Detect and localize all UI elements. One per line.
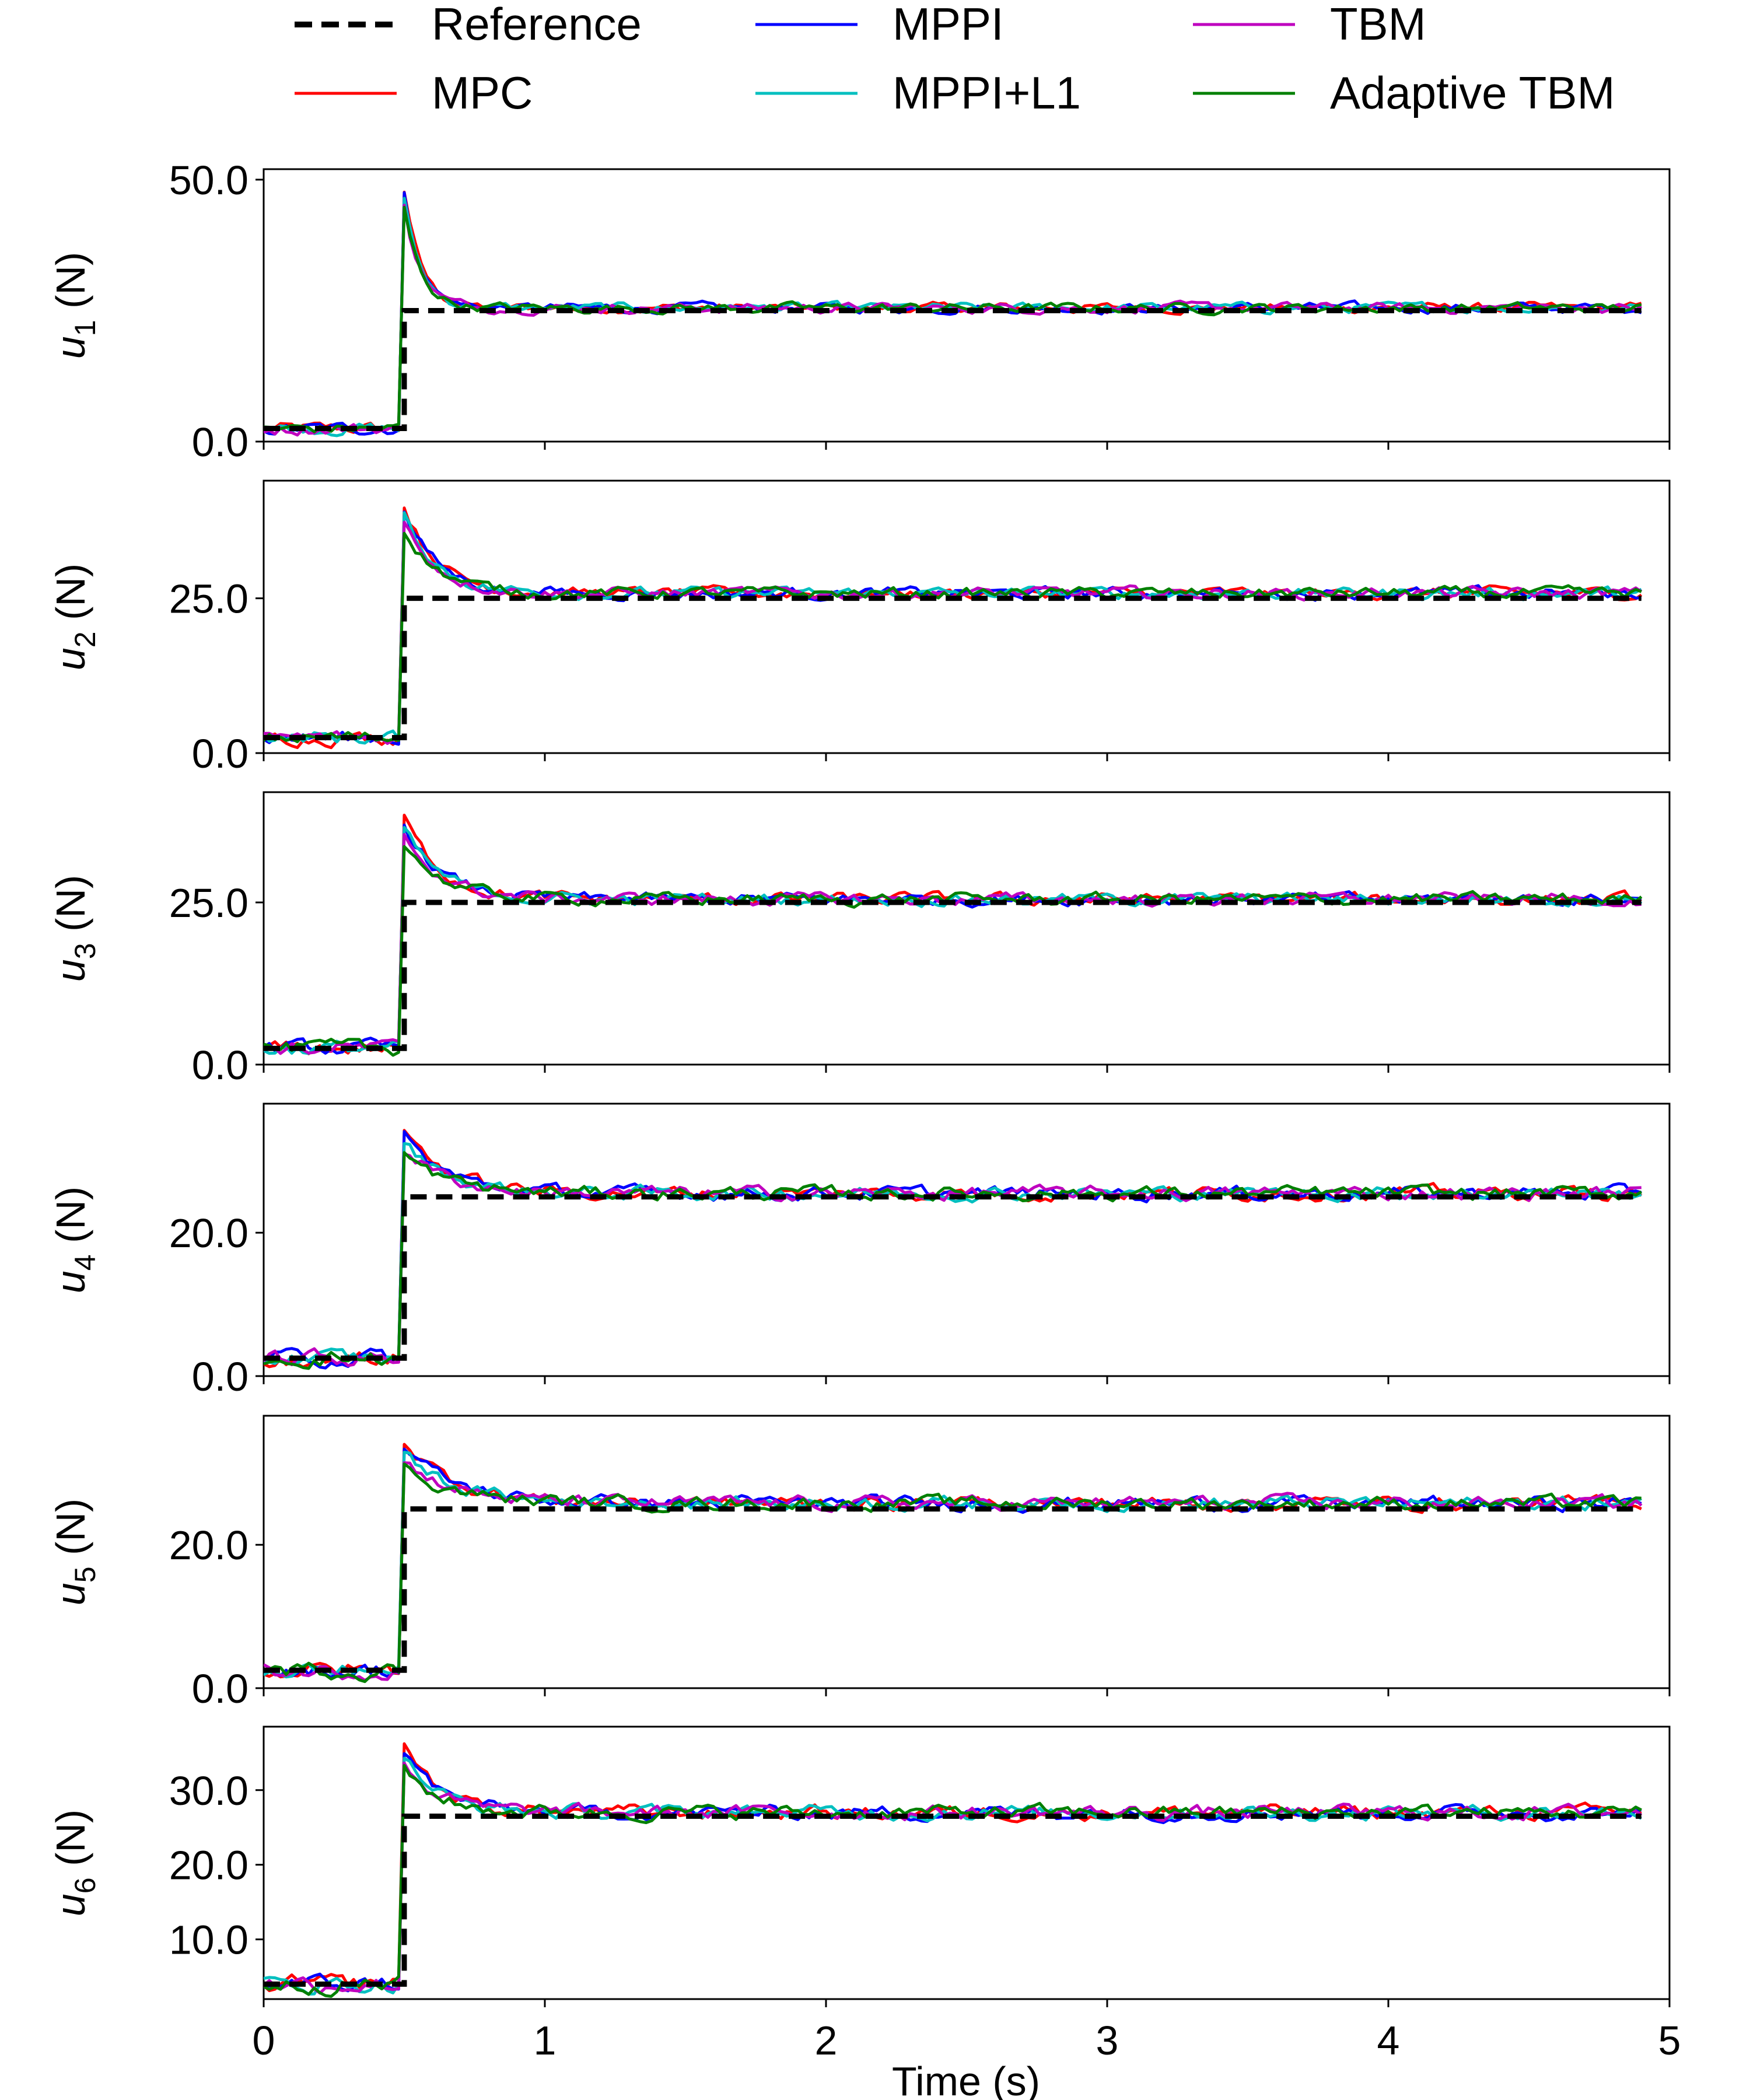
series-line	[264, 1761, 1643, 1995]
series-line	[264, 1752, 1642, 1993]
y-tick-label: 25.0	[169, 880, 249, 926]
y-tick-label: 10.0	[169, 1917, 249, 1963]
legend-entry: TBM	[1193, 0, 1426, 50]
y-tick-label: 20.0	[169, 1843, 249, 1888]
plot-frame	[262, 168, 1671, 443]
y-axis-label: u4 (N)	[48, 1186, 102, 1293]
series-line	[264, 823, 1642, 1055]
reference-line	[264, 1194, 1642, 1361]
series-line	[264, 1447, 1642, 1679]
series-line	[264, 825, 1643, 1055]
legend-label: MPPI+L1	[892, 67, 1081, 118]
y-tick-label: 0.0	[192, 1354, 249, 1399]
x-tick-label: 3	[1096, 2018, 1119, 2063]
reference-line	[264, 307, 1642, 432]
series-line	[264, 832, 1642, 1055]
y-tick-label: 20.0	[169, 1210, 249, 1256]
series-line	[264, 1129, 1643, 1369]
series-line	[264, 511, 1642, 745]
series-line	[264, 191, 1642, 436]
legend-entry: Reference	[295, 0, 642, 50]
plot-frame	[262, 791, 1671, 1066]
series-line	[264, 1130, 1642, 1370]
y-tick-label: 0.0	[192, 731, 249, 776]
series-line	[264, 531, 1642, 744]
plot-frame	[262, 1726, 1671, 2000]
legend-entry: Adaptive TBM	[1193, 67, 1615, 118]
series-line	[264, 506, 1643, 750]
x-tick-label: 1	[534, 2018, 556, 2063]
legend: Reference MPC MPPI MPPI+L1 TBM Adaptive TBM	[295, 0, 1615, 118]
legend-entry: MPPI+L1	[755, 67, 1081, 118]
y-axis-label: u3 (N)	[48, 875, 102, 982]
y-tick-label: 0.0	[192, 1042, 249, 1088]
legend-label: Adaptive TBM	[1330, 67, 1615, 118]
legend-entry: MPPI	[755, 0, 1004, 50]
series-line	[264, 1443, 1642, 1679]
reference-line	[264, 1814, 1642, 1987]
subplot-5: 0.0 20.0 u5 (N)	[48, 1415, 1671, 1712]
y-tick-label: 20.0	[169, 1522, 249, 1568]
series-line	[264, 510, 1642, 746]
series-line	[264, 1151, 1643, 1370]
x-tick-label: 2	[815, 2018, 838, 2063]
y-axis-label: u6 (N)	[48, 1810, 102, 1916]
series-line	[264, 1451, 1643, 1679]
y-tick-label: 0.0	[192, 419, 249, 465]
legend-label: TBM	[1330, 0, 1426, 50]
y-tick-label: 50.0	[169, 158, 249, 203]
subplot-6: 0 1 2 3 4 5 10.0 20.0 30.0 u6 (N)	[48, 1726, 1681, 2063]
subplot-panels: 0.050.0u1 (N)0.025.0u2 (N)0.025.0u3 (N)0…	[48, 158, 1681, 2063]
legend-label: Reference	[432, 0, 642, 50]
x-axis-label: Time (s)	[892, 2059, 1040, 2100]
x-tick-label: 0	[253, 2018, 275, 2063]
y-axis-label: u1 (N)	[48, 252, 102, 359]
reference-line	[264, 900, 1642, 1051]
series-line	[264, 204, 1643, 437]
x-tick-label: 5	[1658, 2018, 1681, 2063]
y-tick-label: 0.0	[192, 1666, 249, 1712]
reference-line	[264, 1506, 1642, 1673]
series-line	[264, 1461, 1643, 1682]
plot-frame	[262, 1415, 1671, 1689]
subplot-1: 0.0 50.0 u1 (N)	[48, 158, 1671, 465]
y-tick-label: 30.0	[169, 1768, 249, 1814]
legend-label: MPPI	[892, 0, 1004, 50]
series-line	[264, 520, 1643, 745]
series-line	[264, 1756, 1642, 1996]
plot-frame	[262, 1102, 1671, 1377]
legend-entry: MPC	[295, 67, 533, 118]
y-tick-label: 25.0	[169, 576, 249, 622]
series-line	[264, 845, 1643, 1057]
series-line	[264, 205, 1642, 433]
x-tick-label: 4	[1377, 2018, 1400, 2063]
y-axis-label: u2 (N)	[48, 564, 102, 670]
series-line	[264, 813, 1642, 1055]
subplot-4: 0.0 20.0 u4 (N)	[48, 1102, 1671, 1399]
legend-label: MPC	[432, 67, 533, 118]
series-line	[264, 1764, 1642, 1998]
subplot-2: 0.0 25.0 u2 (N)	[48, 480, 1671, 776]
y-axis-label: u5 (N)	[48, 1499, 102, 1605]
subplot-3: 0.0 25.0 u3 (N)	[48, 791, 1671, 1088]
series-line	[264, 1742, 1642, 1993]
plot-frame	[262, 480, 1671, 754]
series-line	[264, 197, 1642, 438]
reference-line	[264, 596, 1642, 740]
